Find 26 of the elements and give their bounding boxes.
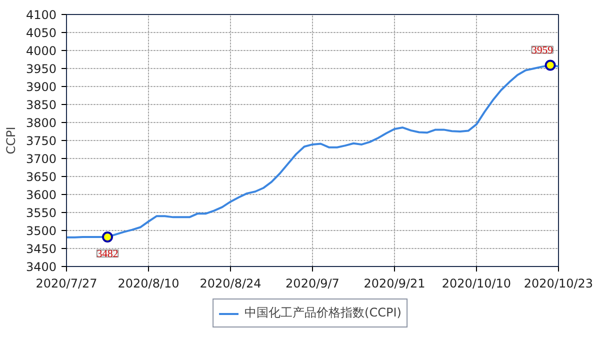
y-tick-label: 3550: [26, 206, 57, 220]
x-tick-label: 2020/9/7: [286, 276, 340, 290]
y-tick-label: 3650: [26, 170, 57, 184]
y-axis-title: CCPI: [4, 126, 18, 154]
x-tick-label: 2020/8/10: [118, 276, 180, 290]
y-tick-label: 4000: [26, 44, 57, 58]
y-tick-label: 3600: [26, 188, 57, 202]
y-tick-label: 3950: [26, 62, 57, 76]
data-label: 3959: [532, 45, 553, 56]
x-tick-label: 2020/9/21: [364, 276, 426, 290]
x-tick-label: 2020/10/23: [524, 276, 594, 290]
y-tick-label: 3450: [26, 242, 57, 256]
y-tick-label: 3700: [26, 152, 57, 166]
y-tick-label: 3850: [26, 98, 57, 112]
y-tick-label: 3900: [26, 80, 57, 94]
x-tick-label: 2020/8/24: [200, 276, 262, 290]
x-tick-label: 2020/7/27: [36, 276, 98, 290]
legend-label: 中国化工产品价格指数(CCPI): [244, 304, 402, 322]
y-tick-label: 4100: [26, 8, 57, 22]
y-tick-label: 3500: [26, 224, 57, 238]
y-tick-label: 3400: [26, 260, 57, 274]
y-tick-label: 4050: [26, 26, 57, 40]
y-tick-label: 3750: [26, 134, 57, 148]
y-tick-label: 3800: [26, 116, 57, 130]
x-tick-label: 2020/10/10: [442, 276, 512, 290]
data-label: 3482: [96, 248, 118, 260]
